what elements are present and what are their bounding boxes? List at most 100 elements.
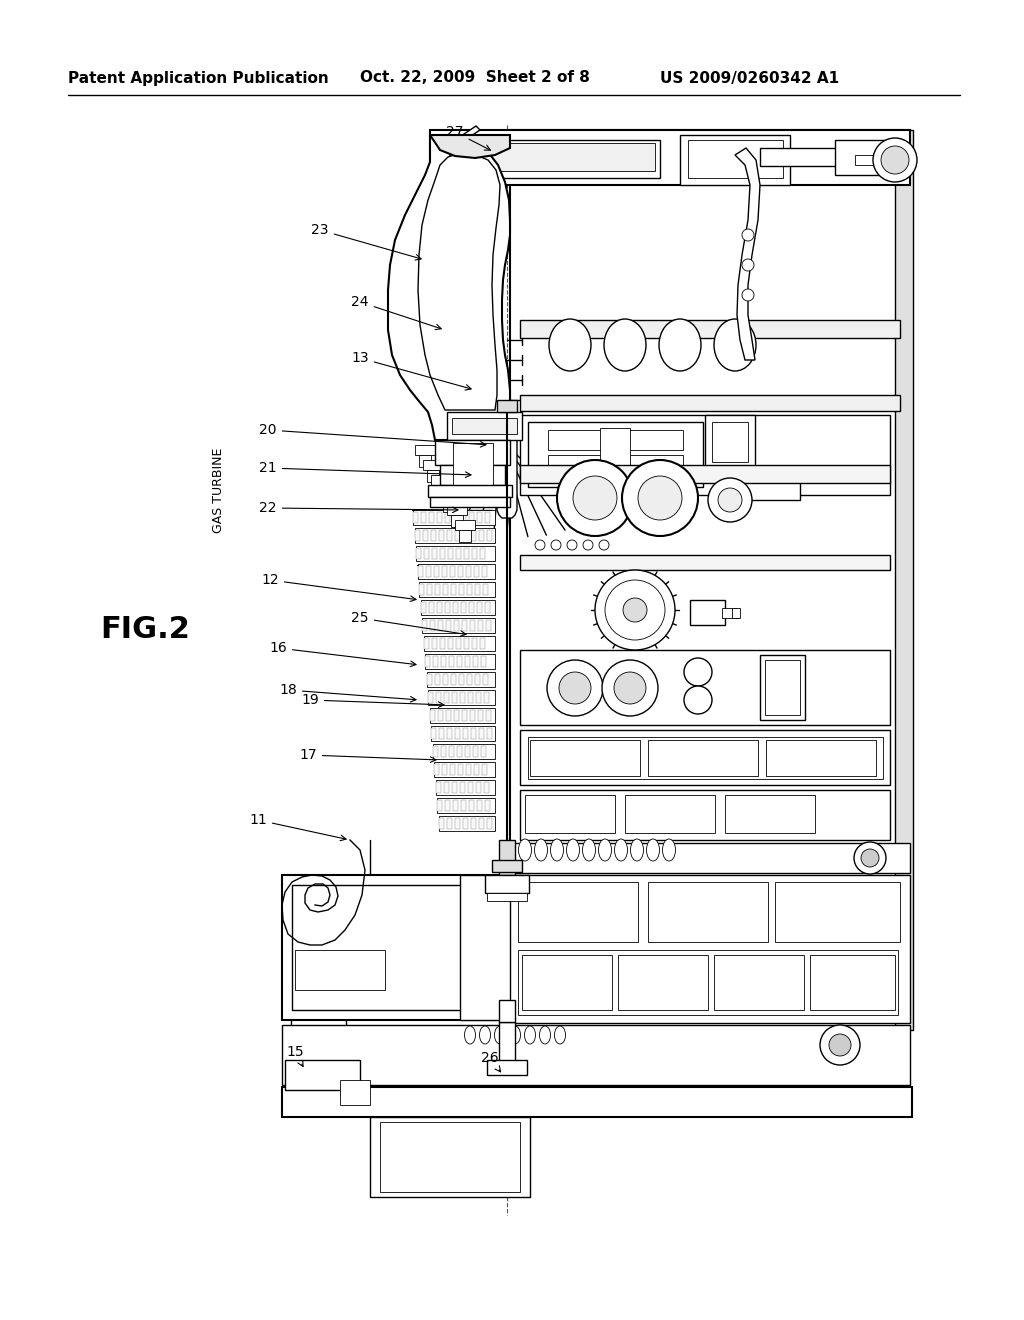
Bar bbox=[520, 465, 890, 483]
Bar bbox=[444, 692, 449, 704]
Bar bbox=[432, 744, 495, 759]
Circle shape bbox=[595, 570, 675, 649]
Bar bbox=[436, 692, 441, 704]
Bar bbox=[486, 620, 490, 631]
Bar bbox=[428, 484, 512, 498]
Circle shape bbox=[614, 672, 646, 704]
Bar bbox=[416, 548, 421, 558]
Ellipse shape bbox=[555, 1026, 565, 1044]
Bar bbox=[518, 950, 898, 1015]
Bar bbox=[445, 710, 451, 721]
Bar bbox=[424, 548, 429, 558]
Bar bbox=[472, 548, 477, 558]
Text: 12: 12 bbox=[261, 573, 416, 602]
Bar bbox=[282, 875, 512, 1020]
Bar bbox=[292, 884, 502, 1010]
Bar bbox=[413, 510, 495, 525]
Bar bbox=[475, 781, 480, 793]
Bar bbox=[419, 582, 495, 597]
Bar bbox=[463, 531, 468, 541]
Bar bbox=[432, 548, 437, 558]
Bar bbox=[766, 741, 876, 776]
Circle shape bbox=[559, 672, 591, 704]
Bar bbox=[464, 548, 469, 558]
Bar bbox=[765, 660, 800, 715]
Bar bbox=[648, 741, 758, 776]
Bar bbox=[479, 638, 484, 649]
Bar bbox=[470, 620, 475, 631]
Bar bbox=[476, 602, 481, 612]
Circle shape bbox=[638, 477, 682, 520]
Bar bbox=[435, 440, 510, 465]
Bar bbox=[483, 583, 488, 595]
Ellipse shape bbox=[659, 319, 701, 371]
Ellipse shape bbox=[510, 1026, 520, 1044]
Bar bbox=[476, 692, 481, 704]
Bar bbox=[429, 708, 495, 723]
Bar bbox=[492, 861, 522, 873]
Text: 18: 18 bbox=[280, 682, 416, 702]
Ellipse shape bbox=[598, 840, 611, 861]
Bar bbox=[452, 692, 457, 704]
Bar bbox=[452, 781, 457, 793]
Bar bbox=[482, 675, 487, 685]
Bar bbox=[440, 140, 660, 178]
Circle shape bbox=[708, 478, 752, 521]
Text: 11: 11 bbox=[249, 813, 346, 841]
Bar bbox=[481, 656, 486, 667]
Text: 17: 17 bbox=[299, 748, 436, 763]
Bar bbox=[528, 422, 703, 487]
Bar bbox=[732, 609, 740, 618]
Bar bbox=[467, 675, 471, 685]
Bar bbox=[625, 795, 715, 833]
Bar bbox=[477, 800, 482, 810]
Circle shape bbox=[599, 540, 609, 550]
Bar bbox=[510, 843, 910, 873]
Circle shape bbox=[742, 228, 754, 242]
Bar bbox=[431, 475, 451, 484]
Circle shape bbox=[573, 477, 617, 520]
Bar bbox=[430, 531, 435, 541]
Bar bbox=[648, 882, 768, 942]
Bar bbox=[425, 653, 495, 669]
Circle shape bbox=[622, 459, 698, 536]
Bar bbox=[462, 710, 467, 721]
Circle shape bbox=[623, 598, 647, 622]
Circle shape bbox=[547, 660, 603, 715]
Bar bbox=[466, 566, 470, 577]
Circle shape bbox=[829, 1034, 851, 1056]
Bar bbox=[465, 746, 469, 756]
Bar bbox=[470, 531, 475, 541]
Ellipse shape bbox=[614, 840, 628, 861]
Bar bbox=[419, 455, 431, 467]
Circle shape bbox=[551, 540, 561, 550]
Bar bbox=[465, 656, 470, 667]
Text: Patent Application Publication: Patent Application Publication bbox=[68, 70, 329, 86]
Bar bbox=[462, 620, 467, 631]
Text: 15: 15 bbox=[286, 1045, 304, 1067]
Bar bbox=[485, 710, 490, 721]
Bar bbox=[456, 548, 461, 558]
Bar bbox=[424, 636, 495, 651]
Text: 22: 22 bbox=[259, 502, 458, 515]
Bar bbox=[282, 1026, 910, 1085]
Bar bbox=[442, 675, 447, 685]
Circle shape bbox=[854, 842, 886, 874]
Bar bbox=[469, 602, 473, 612]
Bar bbox=[432, 746, 437, 756]
Bar bbox=[433, 656, 438, 667]
Bar bbox=[477, 710, 482, 721]
Bar bbox=[443, 781, 449, 793]
Bar bbox=[415, 445, 435, 455]
Ellipse shape bbox=[566, 840, 580, 861]
Bar bbox=[461, 602, 466, 612]
Text: 23: 23 bbox=[311, 223, 421, 260]
Bar bbox=[443, 500, 455, 512]
Ellipse shape bbox=[631, 840, 643, 861]
Bar bbox=[520, 319, 900, 338]
Bar bbox=[454, 710, 459, 721]
Bar bbox=[468, 781, 472, 793]
Bar bbox=[705, 414, 755, 470]
Bar bbox=[445, 800, 450, 810]
Bar bbox=[446, 818, 452, 829]
